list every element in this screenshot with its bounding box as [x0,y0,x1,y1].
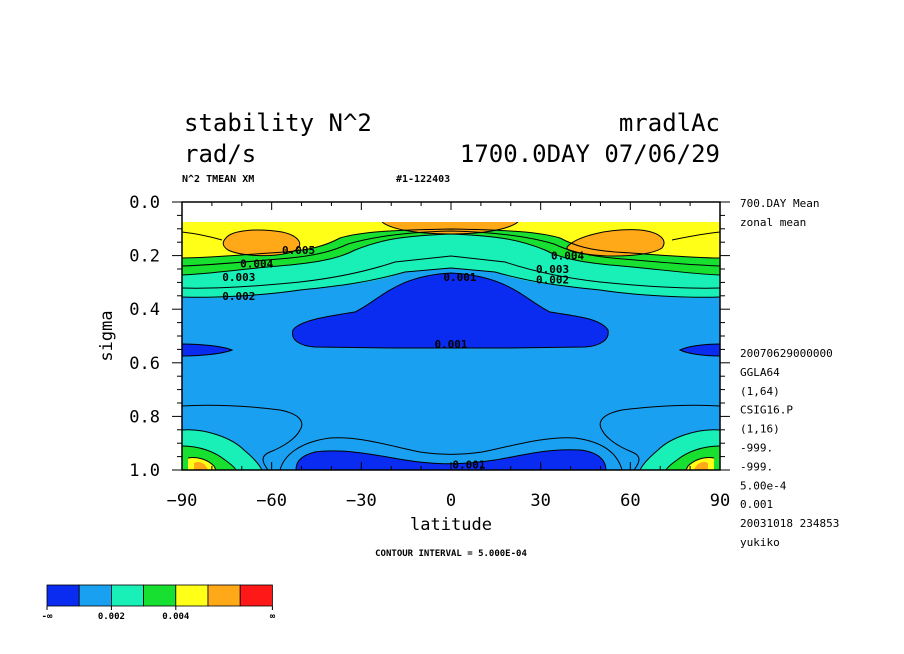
fill-level-0004-0005 [182,222,720,258]
metadata-line: 5.00e-4 [740,479,787,492]
y-tick-label: 0.6 [129,354,160,374]
contour-label: 0.003 [536,263,569,276]
contour-label: 0.001 [443,271,476,284]
legend-swatch [111,584,145,607]
y-tick-label: 0.0 [129,193,160,213]
fill-level-0005-upper-center [382,222,518,234]
legend-swatch [239,584,273,607]
units-label: rad/s [184,140,256,168]
x-tick-label: −90 [167,491,198,511]
y-tick-label: 0.2 [129,247,160,267]
metadata-line: 0.001 [740,498,773,511]
y-tick-label: 1.0 [129,461,160,481]
y-tick-label: 0.8 [129,407,160,427]
metadata-line: -999. [740,460,773,473]
x-tick-label: −60 [256,491,287,511]
legend-tick-label: ∞ [270,612,276,622]
fill-level-0005-sh-pole [194,461,208,470]
contour-interval-label: CONTOUR INTERVAL = 5.000E-04 [375,549,527,559]
fill-level-0005-sh-maximum [223,230,300,256]
x-tick-label: 0 [446,491,456,511]
variable-label: N^2 TMEAN XM [182,174,254,185]
x-tick-label: 90 [710,491,730,511]
contour-label: 0.002 [222,290,255,303]
color-legend: -∞ 0.002 0.004 ∞ [42,584,276,622]
legend-swatch [175,584,209,607]
legend-swatch [143,584,177,607]
axes: −90 −60 −30 0 30 60 90 0.0 0.2 0.4 0.6 0.8 1.0 [129,193,730,511]
metadata-block: 20070629000000 GGLA64 (1,64) CSIG16.P (1,16)… [740,347,839,549]
x-tick-label: −30 [346,491,377,511]
plot-title: stability N^2 [184,109,372,137]
x-tick-label: 30 [530,491,550,511]
experiment-id: #1-122403 [396,174,450,185]
contour-label: 0.001 [434,338,467,351]
contour-labels: 0.0050.0040.0030.0020.0010.0010.0010.004… [222,244,584,471]
legend-swatch [46,584,80,607]
contour-label: 0.004 [240,258,273,271]
metadata-line: (1,64) [740,385,780,398]
contour-lines [182,222,720,470]
contour-label: 0.001 [452,459,485,472]
metadata-line: yukiko [740,536,780,549]
time-label: 1700.0DAY 07/06/29 [460,140,720,168]
metadata-line: (1,16) [740,423,780,436]
contour-label: 0.003 [222,271,255,284]
legend-tick-label: 0.004 [162,612,190,622]
legend-swatch [78,584,112,607]
metadata-line: 20070629000000 [740,347,833,360]
y-tick-label: 0.4 [129,300,160,320]
legend-tick-label: 0.002 [98,612,125,622]
metadata-line: -999. [740,442,773,455]
contour-label: 0.004 [551,250,584,263]
contour-label: 0.005 [282,244,315,257]
metadata-line: GGLA64 [740,366,780,379]
legend-tick-label: -∞ [42,612,53,622]
x-tick-label: 60 [620,491,640,511]
metadata-line: CSIG16.P [740,404,793,417]
contour-label: 0.002 [536,274,569,287]
x-axis-label: latitude [410,515,492,535]
y-axis-label: sigma [97,310,117,361]
fill-level-0001-upper [292,273,609,348]
legend-swatch [207,584,241,607]
zonal-mean-label: zonal mean [740,216,806,229]
fill-level-0005-nh-pole [694,461,708,470]
mean-period-label: 700.DAY Mean [740,197,819,210]
run-name: mradlAc [619,109,720,137]
metadata-line: 20031018 234853 [740,517,839,530]
